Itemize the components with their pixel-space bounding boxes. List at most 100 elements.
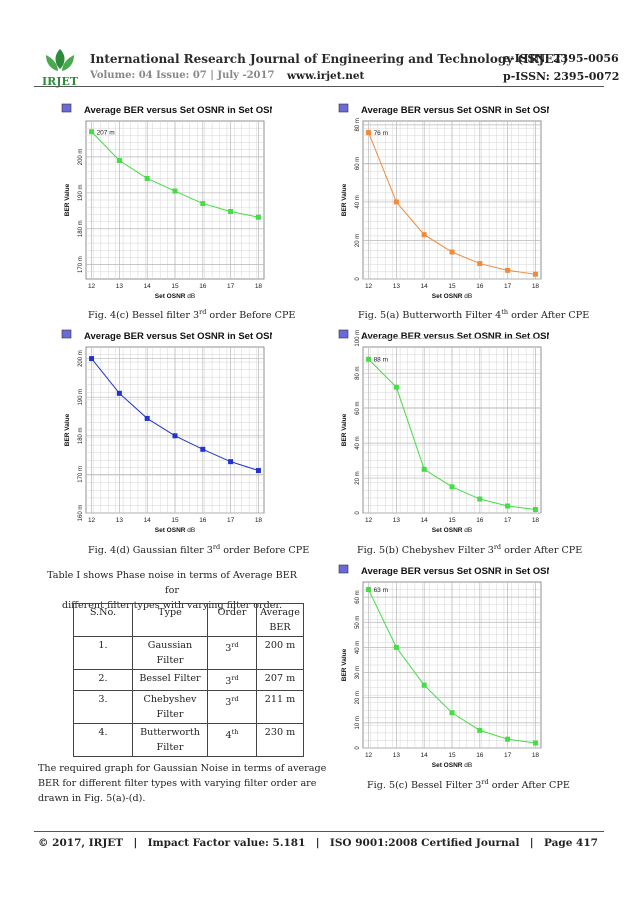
caption-fig5c: Fig. 5(c) Bessel Filter 3rd order After … <box>367 778 570 792</box>
marker-label: 63 m <box>374 587 388 594</box>
chart-svg: Average BER versus Set OSNR in Set OSNR 1… <box>61 329 272 534</box>
y-tick-label: 200 m <box>78 149 84 166</box>
footer-impact: Impact Factor value: 5.181 <box>147 837 306 849</box>
closing-line-2: BER for different filter types with vary… <box>38 778 317 789</box>
caption-fig5b: Fig. 5(b) Chebyshev Filter 3rd order Aft… <box>357 543 583 557</box>
y-axis-label: BER Value <box>64 413 71 446</box>
chart-title: Average BER versus Set OSNR in Set OSNR <box>361 105 549 116</box>
x-tick-label: 12 <box>365 283 373 290</box>
caption-fig4c: Fig. 4(c) Bessel filter 3rd order Before… <box>88 308 296 322</box>
x-tick-label: 14 <box>144 283 152 290</box>
cell-ber: 200 m <box>256 636 304 670</box>
data-point <box>228 208 234 214</box>
data-point <box>477 496 483 502</box>
cell-type: Bessel Filter <box>132 668 208 692</box>
cell-type: Butterworth Filter <box>132 723 208 758</box>
cell-ber: 211 m <box>256 690 304 725</box>
footer-separator: | <box>529 837 534 849</box>
x-axis-label: Set OSNR dB <box>432 527 472 534</box>
y-tick-label: 60 m <box>355 401 361 414</box>
data-point <box>255 468 261 474</box>
y-axis-label: BER Value <box>341 648 348 681</box>
y-tick-label: 10 m <box>355 716 361 729</box>
footer-page: Page 417 <box>543 837 598 849</box>
y-tick-label: 0 <box>355 277 361 281</box>
y-tick-label: 60 m <box>355 590 361 603</box>
chart-title: Average BER versus Set OSNR in Set OSNR <box>361 566 549 577</box>
x-axis-label: Set OSNR dB <box>155 527 195 534</box>
closing-paragraph: The required graph for Gaussian Noise in… <box>38 761 326 806</box>
x-tick-label: 13 <box>393 517 401 524</box>
data-point <box>172 188 178 194</box>
chart-title-icon <box>61 103 72 113</box>
x-axis-label: Set OSNR dB <box>432 293 472 300</box>
x-tick-label: 17 <box>504 752 512 759</box>
chart-fig5b: Average BER versus Set OSNR in Set OSNR 1… <box>337 327 549 535</box>
chart-title: Average BER versus Set OSNR in Set OSNR <box>84 105 272 116</box>
footer-copyright: © 2017, IRJET <box>38 837 124 849</box>
chart-title-icon <box>61 329 72 339</box>
th-order: Order <box>207 603 257 637</box>
x-tick-label: 17 <box>227 517 235 524</box>
ber-table: S.No. Type Order Average BER 1. Gaussian… <box>73 603 304 758</box>
chart-svg: Average BER versus Set OSNR in Set OSNR 1… <box>338 103 549 300</box>
closing-line-3: drawn in Fig. 5(a)-(d). <box>38 793 146 804</box>
table-row: 4. Butterworth Filter 4th 230 m <box>73 723 304 758</box>
marker-label: 76 m <box>374 130 388 137</box>
cell-sno: 2. <box>73 668 133 692</box>
chart-title: Average BER versus Set OSNR in Set OSNR <box>84 331 272 342</box>
marker-label: 88 m <box>374 357 388 364</box>
footer-iso: ISO 9001:2008 Certified Journal <box>329 837 520 849</box>
th-ber: Average BER <box>256 603 304 637</box>
x-tick-label: 17 <box>227 283 235 290</box>
chart-fig5a: Average BER versus Set OSNR in Set OSNR 1… <box>337 101 549 301</box>
data-point <box>116 158 122 163</box>
data-point <box>449 249 455 255</box>
table-header-row: S.No. Type Order Average BER <box>73 603 304 637</box>
closing-line-1: The required graph for Gaussian Noise in… <box>38 763 327 774</box>
data-point <box>505 267 511 273</box>
data-point <box>366 130 372 136</box>
x-tick-label: 14 <box>421 752 429 759</box>
cell-type: Chebyshev Filter <box>132 690 208 725</box>
footer-separator: | <box>133 837 138 849</box>
x-tick-label: 13 <box>116 283 124 290</box>
x-tick-label: 15 <box>448 283 456 290</box>
y-tick-label: 80 m <box>355 118 361 131</box>
data-point <box>532 507 538 513</box>
x-tick-label: 12 <box>365 752 373 759</box>
y-tick-label: 200 m <box>78 350 84 367</box>
data-point <box>144 175 150 181</box>
x-tick-label: 12 <box>88 283 96 290</box>
y-tick-label: 190 m <box>78 389 84 406</box>
data-point <box>393 384 399 390</box>
cell-sno: 4. <box>73 723 133 758</box>
data-point <box>228 459 234 465</box>
y-tick-label: 170 m <box>78 466 84 483</box>
x-tick-label: 18 <box>532 517 540 524</box>
data-point <box>505 503 511 509</box>
cell-ber: 207 m <box>256 668 304 692</box>
x-tick-label: 18 <box>532 752 540 759</box>
y-tick-label: 180 m <box>78 220 84 237</box>
y-axis-label: BER Value <box>64 183 71 216</box>
data-point <box>393 644 399 650</box>
chart-svg: Average BER versus Set OSNR in Set OSNR 1… <box>338 564 549 769</box>
cell-sno: 1. <box>73 636 133 670</box>
data-point <box>505 736 511 742</box>
table-row: 3. Chebyshev Filter 3rd 211 m <box>73 690 304 725</box>
website-link[interactable]: www.irjet.net <box>287 70 365 82</box>
y-tick-label: 60 m <box>355 157 361 170</box>
data-point <box>421 466 427 472</box>
data-point <box>477 727 483 733</box>
y-tick-label: 20 m <box>355 471 361 484</box>
logo-text: IRJET <box>42 75 79 88</box>
data-point <box>449 484 455 490</box>
footer-divider <box>34 831 604 832</box>
x-tick-label: 15 <box>171 283 179 290</box>
chart-title-icon <box>338 329 349 339</box>
x-tick-label: 14 <box>144 517 152 524</box>
data-point <box>172 433 178 439</box>
table-row: 1. Gaussian Filter 3rd 200 m <box>73 636 304 670</box>
chart-title: Average BER versus Set OSNR in Set OSNR <box>361 331 549 342</box>
